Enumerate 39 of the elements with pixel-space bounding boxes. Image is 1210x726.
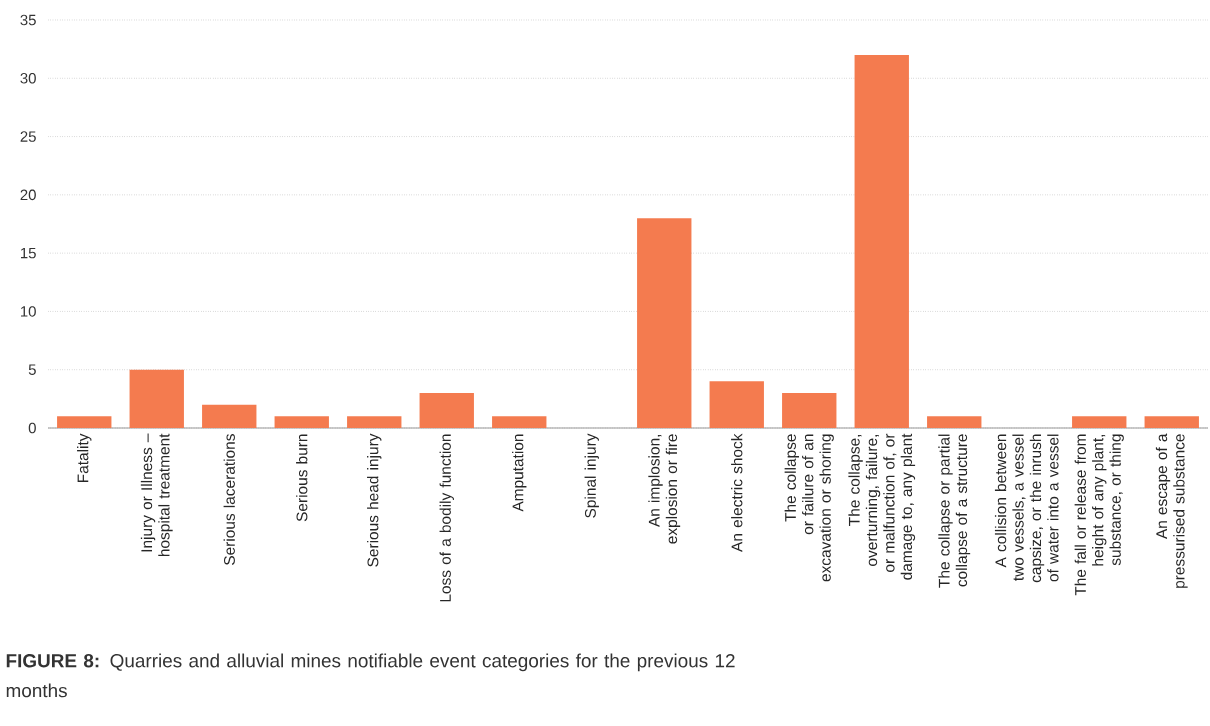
- y-tick-label: 20: [20, 189, 36, 201]
- bar: [419, 393, 474, 428]
- bar: [782, 393, 837, 428]
- bar: [129, 369, 184, 428]
- x-tick-label: Amputation: [512, 434, 527, 512]
- bar: [274, 416, 329, 428]
- chart-title: FIGURE 8: Quarries and alluvial mines notifiable event categories for the previous 12 months: [6, 653, 735, 698]
- x-tick-label: Spinal injury: [584, 433, 599, 518]
- x-tick-label: An escape of a pressurised substance: [1155, 433, 1188, 588]
- x-tick-label: Injury or Illness – hospital treatment: [140, 433, 173, 557]
- y-tick-label: 30: [20, 72, 36, 84]
- bar: [854, 54, 909, 428]
- bar: [202, 404, 257, 428]
- x-tick-label: The fall or release from height of any plant, substance, or thing: [1074, 434, 1124, 596]
- bar: [57, 416, 112, 428]
- x-tick-label: An electric shock: [731, 433, 743, 552]
- bar: [1072, 416, 1127, 428]
- x-tick-label: Serious lacerations: [223, 434, 235, 565]
- y-tick-label: 5: [28, 364, 36, 375]
- bar: [637, 218, 692, 428]
- x-tick-label: The collapse or failure of an excavation or shoring: [784, 434, 834, 582]
- x-tick-label: A collision between two vessels, a vessel capsize, or the inrush of water into a vessel: [994, 434, 1059, 583]
- y-tick-label: 10: [21, 306, 36, 317]
- x-tick-label: Serious burn: [296, 434, 308, 522]
- y-tick-label: 25: [20, 131, 36, 142]
- y-tick-label: 15: [21, 247, 36, 259]
- x-tick-label: Loss of a bodily function: [439, 434, 454, 602]
- bar: [347, 416, 402, 428]
- y-tick-label: 0: [28, 422, 36, 434]
- x-tick-label: Fatality: [77, 433, 92, 483]
- bar: [709, 381, 764, 428]
- x-tick-label: The collapse, overturning, failure, or malfunction of, or damage to, any plant: [848, 433, 916, 580]
- y-tick-label: 35: [20, 14, 36, 26]
- x-tick-label: The collapse or partial collapse of a structure: [938, 434, 971, 588]
- x-tick-label: An implosion, explosion or fire: [648, 434, 681, 544]
- bar: [492, 416, 547, 428]
- x-tick-label: Serious head injury: [367, 433, 382, 567]
- bar: [1144, 416, 1199, 428]
- bar: [927, 416, 982, 428]
